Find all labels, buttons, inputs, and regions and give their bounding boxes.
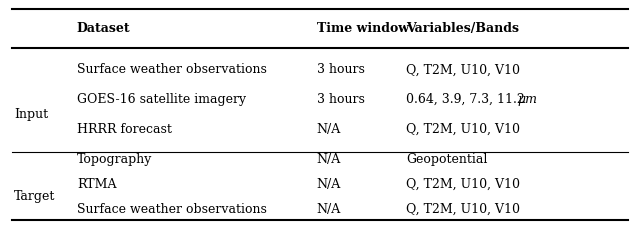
Text: μm: μm — [518, 93, 538, 106]
Text: N/A: N/A — [317, 153, 341, 166]
Text: 3 hours: 3 hours — [317, 63, 365, 76]
Text: GOES-16 satellite imagery: GOES-16 satellite imagery — [77, 93, 246, 106]
Text: Dataset: Dataset — [77, 22, 131, 35]
Text: RTMA: RTMA — [77, 178, 116, 191]
Text: Time window: Time window — [317, 22, 409, 35]
Text: 0.64, 3.9, 7.3, 11.2: 0.64, 3.9, 7.3, 11.2 — [406, 93, 529, 106]
Text: Q, T2M, U10, V10: Q, T2M, U10, V10 — [406, 178, 520, 191]
Text: HRRR forecast: HRRR forecast — [77, 123, 172, 136]
Text: N/A: N/A — [317, 123, 341, 136]
Text: Variables/Bands: Variables/Bands — [406, 22, 520, 35]
Text: Surface weather observations: Surface weather observations — [77, 203, 267, 216]
Text: N/A: N/A — [317, 203, 341, 216]
Text: Q, T2M, U10, V10: Q, T2M, U10, V10 — [406, 203, 520, 216]
Text: Geopotential: Geopotential — [406, 153, 488, 166]
Text: Target: Target — [14, 191, 56, 203]
Text: Input: Input — [14, 108, 48, 121]
Text: Surface weather observations: Surface weather observations — [77, 63, 267, 76]
Text: N/A: N/A — [317, 178, 341, 191]
Text: 3 hours: 3 hours — [317, 93, 365, 106]
Text: Q, T2M, U10, V10: Q, T2M, U10, V10 — [406, 123, 520, 136]
Text: Topography: Topography — [77, 153, 152, 166]
Text: Q, T2M, U10, V10: Q, T2M, U10, V10 — [406, 63, 520, 76]
